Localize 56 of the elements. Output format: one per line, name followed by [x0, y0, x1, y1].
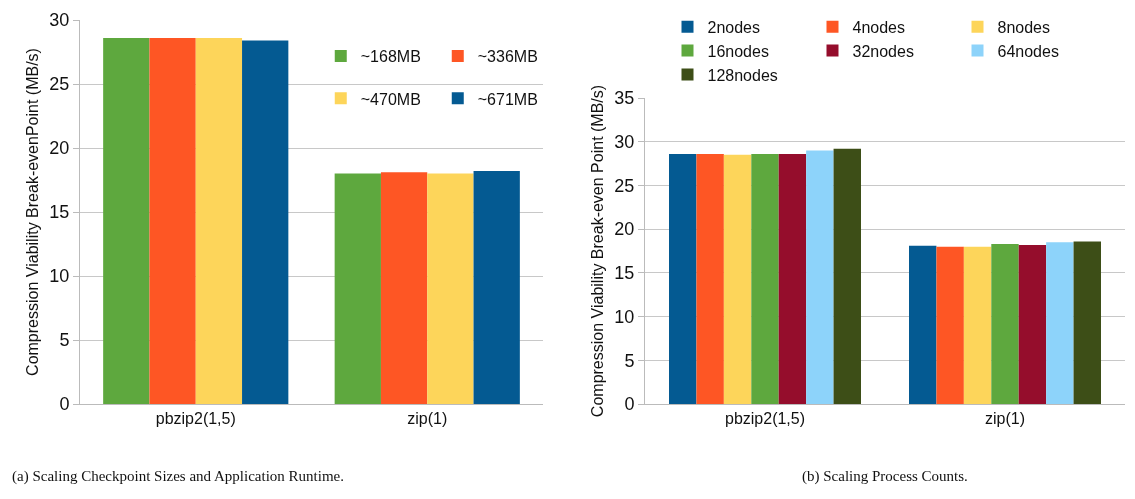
bar — [696, 153, 724, 404]
y-tick-label: 15 — [614, 263, 635, 284]
y-tick-label: 20 — [614, 219, 635, 240]
y-tick-label: 30 — [49, 10, 70, 31]
x-tick-label: pbzip2(1,5) — [155, 410, 236, 428]
y-tick-label: 30 — [614, 132, 635, 153]
bar — [751, 153, 779, 404]
bar — [1018, 244, 1047, 404]
legend-label: 2nodes — [707, 19, 760, 37]
bar — [936, 246, 964, 404]
bar — [473, 171, 520, 404]
legend-label: 8nodes — [997, 19, 1050, 37]
legend-label: 64nodes — [997, 42, 1059, 60]
x-tick-label: zip(1) — [984, 410, 1026, 428]
bar — [723, 154, 752, 404]
bar — [778, 153, 807, 404]
x-tick-label: zip(1) — [407, 410, 448, 428]
text: (b) Scaling Process Counts. — [802, 468, 968, 485]
bar — [427, 173, 474, 404]
y-tick-label: 10 — [614, 306, 635, 327]
bar — [380, 172, 428, 404]
bar — [103, 37, 150, 404]
x-tick-label: pbzip2(1,5) — [724, 410, 806, 428]
legend-label: 32nodes — [852, 42, 914, 60]
y-tick-label: 5 — [59, 330, 70, 351]
legend-label: 16nodes — [707, 42, 769, 60]
legend-label: ~470MB — [360, 90, 421, 108]
y-axis-title: Compression Viability Break-evenPoint (MB/s) — [24, 48, 41, 376]
y-tick-label: 10 — [49, 266, 70, 287]
bar — [909, 245, 937, 404]
y-tick-label: 25 — [614, 175, 635, 196]
legend-label: ~336MB — [477, 48, 538, 66]
y-tick-label: 20 — [49, 138, 70, 159]
bar — [242, 40, 289, 404]
bar — [991, 244, 1019, 404]
y-tick-label: 35 — [614, 88, 635, 109]
y-tick-label: 0 — [59, 394, 70, 415]
y-tick-label: 25 — [49, 74, 70, 95]
legend-label: 128nodes — [707, 66, 778, 84]
legend-label: 4nodes — [852, 19, 905, 37]
bar — [669, 153, 697, 404]
bar — [195, 37, 243, 404]
bar — [334, 173, 381, 404]
y-axis-title: Compression Viability Break-even Point (MB/s) — [589, 84, 606, 418]
bar — [1046, 242, 1074, 404]
y-tick-label: 15 — [49, 202, 70, 223]
legend-label: ~168MB — [360, 48, 421, 66]
legend-label: ~671MB — [477, 90, 538, 108]
bar — [806, 150, 834, 404]
text: (a) Scaling Checkpoint Sizes and Application Runtime. — [12, 468, 345, 485]
bar — [963, 246, 992, 404]
y-tick-label: 0 — [624, 394, 635, 415]
bar — [1073, 241, 1101, 404]
bar — [149, 37, 196, 404]
bar — [833, 148, 861, 404]
y-tick-label: 5 — [624, 350, 635, 371]
